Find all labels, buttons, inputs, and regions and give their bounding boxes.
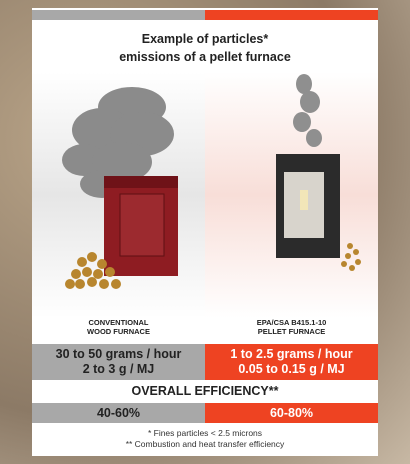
furnace-label: WOOD FURNACE <box>32 327 205 336</box>
footnote: * Fines particles < 2.5 microns <box>32 428 378 438</box>
emission-text: 2 to 3 g / MJ <box>32 362 205 377</box>
emission-text: 30 to 50 grams / hour <box>32 347 205 362</box>
efficiency-heading: OVERALL EFFICIENCY** <box>32 384 378 398</box>
furnace-label: CONVENTIONAL <box>32 318 205 327</box>
furnace-label: EPA/CSA B415.1-10 <box>205 318 378 327</box>
top-bar-right <box>205 10 378 20</box>
top-bar-left <box>32 10 205 20</box>
title-line: Example of particles* <box>32 32 378 46</box>
footnote: ** Combustion and heat transfer efficien… <box>32 439 378 449</box>
emission-cell: 30 to 50 grams / hour 2 to 3 g / MJ <box>32 344 205 380</box>
furnace-label: PELLET FURNACE <box>205 327 378 336</box>
efficiency-cell: 40-60% <box>32 403 205 423</box>
title-line: emissions of a pellet furnace <box>32 50 378 64</box>
emission-text: 0.05 to 0.15 g / MJ <box>205 362 378 377</box>
efficiency-cell: 60-80% <box>205 403 378 423</box>
emission-cell: 1 to 2.5 grams / hour 0.05 to 0.15 g / M… <box>205 344 378 380</box>
emission-text: 1 to 2.5 grams / hour <box>205 347 378 362</box>
illustration <box>32 72 378 318</box>
page: Example of particles* emissions of a pel… <box>0 0 410 464</box>
